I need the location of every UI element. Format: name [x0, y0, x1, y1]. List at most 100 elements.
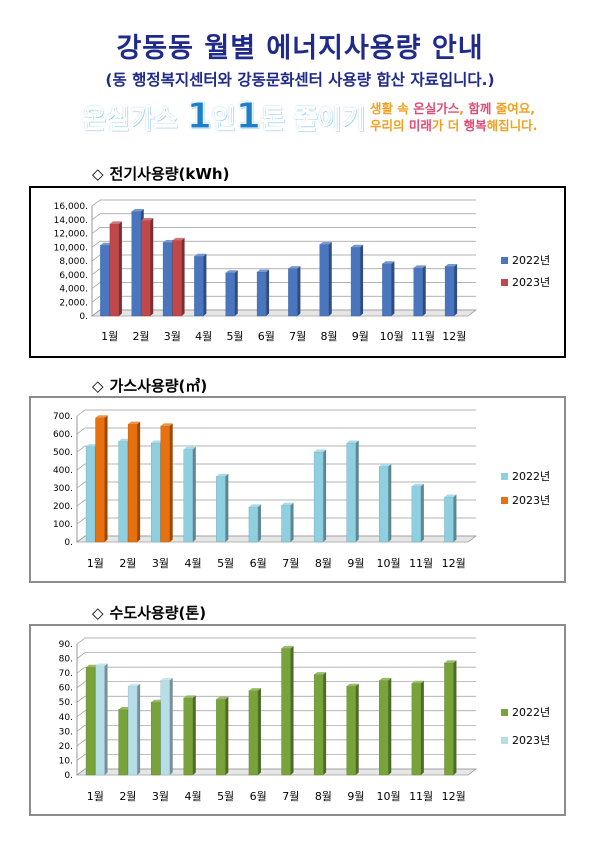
bar-side [192, 695, 196, 775]
bar-water-2022년-9월 [346, 683, 359, 776]
bar-front [256, 271, 267, 317]
slogan-num-2: 1 [235, 96, 261, 138]
bar-front [411, 485, 422, 543]
diamond-icon: ◇ [92, 604, 104, 622]
bar-water-2022년-11월 [411, 680, 424, 776]
bar-side [453, 494, 457, 542]
bar-water-2023년-1월 [95, 663, 108, 776]
legend-label: 2023년 [512, 734, 550, 747]
bar-top [379, 677, 392, 681]
legend-item-water-1: 2023년 [501, 734, 550, 747]
bar-front [183, 697, 193, 776]
legend-item-gas-0: 2022년 [501, 470, 550, 483]
y-tick-label: 8,000. [59, 257, 88, 267]
bar-top [172, 237, 185, 241]
bar-top [160, 423, 173, 426]
bar-side [323, 672, 327, 775]
bar-water-2022년-8월 [313, 672, 327, 776]
bar-front [225, 272, 235, 317]
campaign-message-line-2: 우리의 미래가 더 행복해집니다. [370, 117, 537, 134]
gridline [76, 637, 476, 645]
bar-gas-2022년-11월 [411, 483, 424, 543]
y-tick-label: 70. [59, 669, 73, 679]
y-tick-label: 12,000. [54, 230, 88, 240]
y-tick-label: 0. [64, 771, 73, 781]
x-tick-label: 7월 [289, 330, 306, 343]
bar-front [109, 223, 120, 317]
bar-front [444, 496, 454, 543]
bar-water-2023년-2월 [127, 683, 141, 776]
bar-top [444, 494, 457, 497]
bar-top [288, 266, 301, 269]
bar-front [85, 667, 96, 776]
bar-front [162, 242, 173, 317]
y-tick-label: 0. [64, 538, 73, 548]
x-tick-label: 9월 [347, 557, 364, 570]
bar-electricity-2022년-12월 [444, 264, 458, 317]
gridline [76, 652, 476, 659]
x-tick-label: 6월 [258, 330, 275, 343]
bar-side [234, 270, 238, 316]
x-tick-label: 7월 [282, 790, 299, 803]
x-tick-label: 11월 [411, 330, 435, 343]
bar-side [297, 266, 301, 316]
bar-top [86, 664, 99, 668]
y-tick-label: 10,000. [54, 243, 88, 253]
bar-side [454, 264, 458, 316]
x-tick-label: 9월 [347, 790, 364, 803]
bar-side [169, 677, 173, 775]
legend-swatch [501, 257, 508, 264]
gridline [76, 754, 476, 761]
bar-gas-2023년-2월 [127, 421, 141, 543]
bar-top [151, 699, 164, 703]
x-tick-label: 1월 [87, 557, 104, 570]
bar-top [118, 707, 131, 710]
gridline [76, 710, 476, 718]
bar-front [95, 417, 105, 543]
campaign-slogan: 온실가스 1인1톤 줄이기 [82, 96, 367, 138]
bar-top [411, 680, 424, 684]
bar-front [319, 244, 329, 317]
gridline [91, 268, 476, 276]
slogan-post: 톤 줄이기 [260, 105, 366, 136]
bar-electricity-2023년-3월 [172, 237, 185, 317]
x-tick-label: 12월 [442, 790, 466, 803]
plot-area [75, 637, 478, 776]
bar-gas-2023년-1월 [95, 415, 108, 543]
bar-electricity-2022년-4월 [194, 253, 207, 317]
bar-top [194, 253, 207, 257]
bar-front [444, 662, 454, 776]
section-label-electricity: 전기사용량(kWh) [109, 165, 230, 183]
x-tick-label: 8월 [320, 330, 337, 343]
bar-gas-2022년-10월 [379, 463, 392, 543]
bar-top [160, 677, 173, 681]
bar-top [216, 473, 229, 477]
bar-front [413, 267, 423, 317]
bar-side [118, 221, 122, 316]
bar-front [313, 674, 324, 776]
section-title-gas: ◇ 가스사용량(㎥) [92, 375, 207, 396]
bar-side [391, 261, 395, 316]
bar-gas-2022년-7월 [281, 502, 294, 543]
water-chart-svg: 0. 10. 20. 30. 40. 50. 60. 70. 80. 90. 1월 2월 3월 4월 5월 6… [59, 637, 550, 803]
gridline [76, 681, 476, 688]
bar-side [192, 446, 196, 542]
bar-top [257, 269, 270, 272]
campaign-message-line-1: 생활 속 온실가스, 함께 줄여요, [370, 100, 537, 117]
msg2-d: 행복 [463, 118, 487, 133]
gridline [76, 517, 476, 525]
page-subtitle: (동 행정복지센터와 강동문화센터 사용량 합산 자료입니다.) [105, 71, 495, 89]
legend-item-gas-1: 2023년 [501, 494, 550, 507]
x-tick-label: 10월 [380, 330, 404, 343]
gridline [76, 535, 476, 543]
bar-side [360, 244, 364, 316]
bar-top [95, 415, 108, 418]
bar-front [141, 220, 151, 317]
msg2-e: 해집니다. [486, 118, 538, 133]
y-tick-label: 0. [79, 312, 88, 322]
gridline [76, 695, 476, 703]
x-tick-label: 6월 [250, 557, 267, 570]
msg2-b: 미래 [408, 118, 432, 133]
diamond-icon: ◇ [92, 377, 104, 395]
x-tick-label: 2월 [119, 557, 136, 570]
